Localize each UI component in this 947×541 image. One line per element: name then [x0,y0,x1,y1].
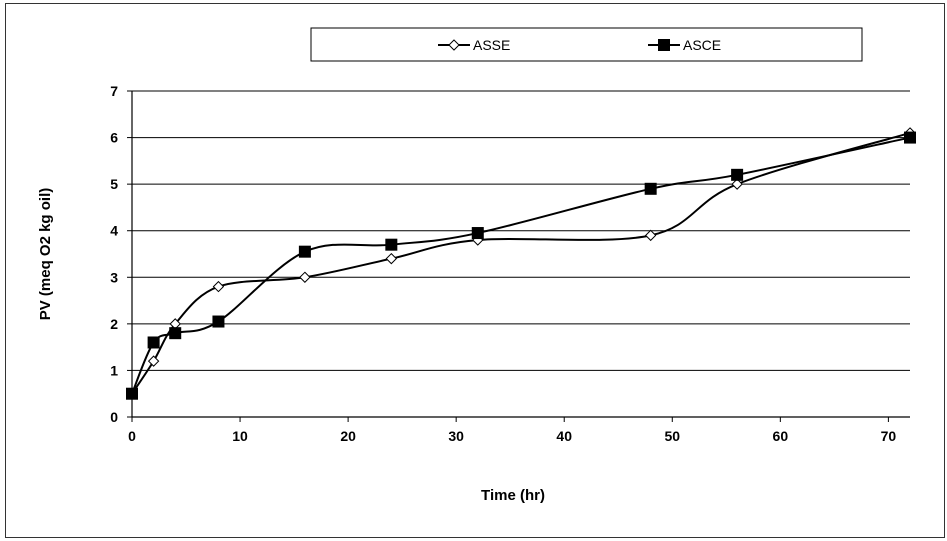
marker-asce [471,227,484,240]
marker-asse [385,252,398,265]
marker-asce [212,315,225,328]
marker-asce [385,238,398,251]
chart-frame [5,3,945,538]
x-tick-label: 50 [664,428,680,444]
legend-label-asce: ASCE [683,37,721,53]
legend: ASSE ASCE [310,27,863,62]
marker-asce [169,327,182,340]
marker-asse [212,280,225,293]
series-line-asce [131,136,911,395]
marker-asse [147,355,160,367]
y-tick-label: 2 [110,316,118,332]
marker-asse [299,271,311,283]
y-tick-label: 1 [110,362,118,378]
y-tick-label: 0 [110,409,118,425]
legend-marker-asse [448,39,460,51]
legend-item-asce: ASCE [648,37,721,53]
legend-marker-asce [658,39,670,51]
series-markers [126,127,916,400]
x-tick-label: 30 [448,428,464,444]
marker-asce [126,387,138,400]
series-line-asse [131,131,911,395]
legend-label-asse: ASSE [473,37,510,53]
x-axis-title: Time (hr) [481,487,545,504]
marker-asce [298,245,311,258]
axes [127,90,910,422]
grid-lines [132,90,910,371]
y-tick-label: 3 [110,269,118,285]
marker-asse [731,178,743,190]
x-tick-label: 70 [881,428,897,444]
marker-asse [644,229,657,242]
marker-asce [904,131,916,144]
y-tick-label: 6 [110,130,118,146]
x-tick-label: 60 [773,428,789,444]
x-tick-label: 10 [232,428,248,444]
legend-item-asse: ASSE [438,37,510,53]
y-tick-label: 4 [110,223,118,239]
marker-asce [644,182,657,195]
y-tick-label: 5 [110,176,118,192]
x-tick-label: 20 [340,428,356,444]
y-tick-label: 7 [110,83,118,99]
marker-asce [731,168,744,181]
x-tick-label: 40 [556,428,572,444]
series-lines [131,131,911,395]
legend-box [310,27,863,62]
y-tick-labels: 0 1 2 3 4 5 6 7 [110,83,118,425]
marker-asce [147,336,160,349]
y-axis-title: PV (meq O2 kg oil) [37,188,54,321]
x-tick-label: 0 [128,428,136,444]
x-tick-labels: 0 10 20 30 40 50 60 70 [128,428,896,444]
